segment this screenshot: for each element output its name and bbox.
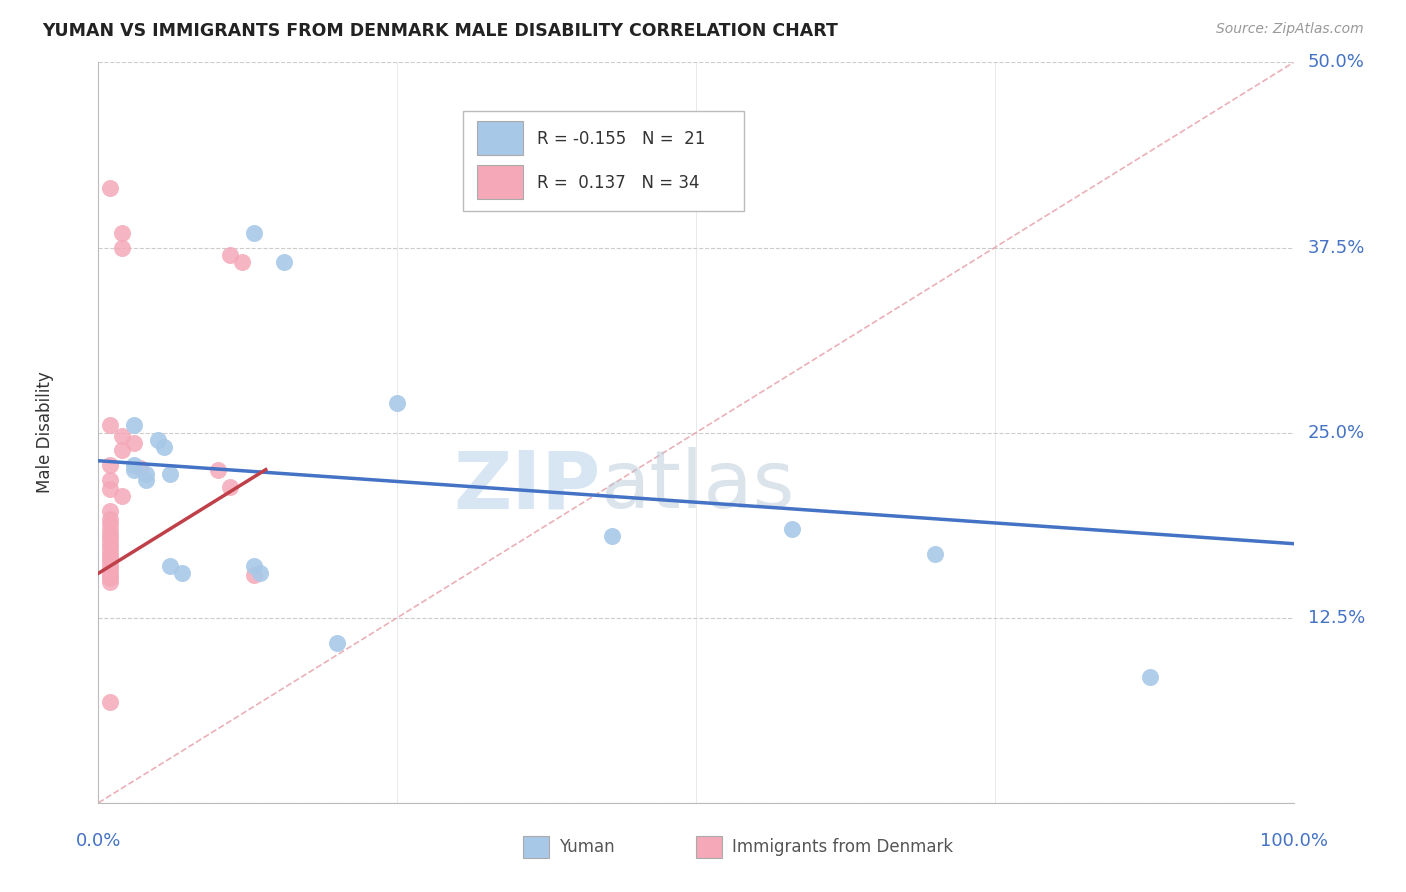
Text: 100.0%: 100.0% xyxy=(1260,832,1327,850)
Point xyxy=(685,152,707,166)
Point xyxy=(98,528,122,542)
Point xyxy=(98,549,122,564)
Point xyxy=(124,436,146,450)
Point xyxy=(98,571,122,585)
Point xyxy=(98,575,122,590)
Text: 0.0%: 0.0% xyxy=(76,832,121,850)
Text: Yuman: Yuman xyxy=(558,838,614,856)
Point xyxy=(98,533,122,547)
Point xyxy=(98,181,122,195)
Point xyxy=(98,695,122,709)
Point xyxy=(273,255,295,269)
Point xyxy=(111,226,134,240)
Point xyxy=(924,547,946,561)
Point xyxy=(111,240,134,255)
Point xyxy=(135,473,157,487)
Point xyxy=(602,529,624,543)
FancyBboxPatch shape xyxy=(696,836,723,858)
Point xyxy=(98,567,122,582)
Point xyxy=(111,489,134,503)
Point xyxy=(249,566,271,581)
FancyBboxPatch shape xyxy=(477,120,523,155)
Point xyxy=(135,467,157,481)
Point xyxy=(780,522,803,536)
Point xyxy=(98,482,122,496)
Point xyxy=(98,418,122,433)
Point xyxy=(207,462,229,476)
Text: Source: ZipAtlas.com: Source: ZipAtlas.com xyxy=(1216,22,1364,37)
Text: YUMAN VS IMMIGRANTS FROM DENMARK MALE DISABILITY CORRELATION CHART: YUMAN VS IMMIGRANTS FROM DENMARK MALE DI… xyxy=(42,22,838,40)
Point xyxy=(98,517,122,532)
Point xyxy=(98,511,122,525)
Point xyxy=(98,524,122,538)
Point xyxy=(98,563,122,577)
FancyBboxPatch shape xyxy=(463,111,744,211)
Text: 12.5%: 12.5% xyxy=(1308,608,1365,627)
Point xyxy=(98,541,122,555)
Point xyxy=(243,558,266,573)
Point xyxy=(159,467,181,481)
Text: Male Disability: Male Disability xyxy=(35,372,53,493)
Point xyxy=(219,248,242,262)
Point xyxy=(172,566,194,581)
Point xyxy=(326,636,349,650)
Point xyxy=(98,558,122,573)
Point xyxy=(129,461,152,475)
Point xyxy=(124,462,146,476)
Point xyxy=(98,536,122,550)
Point xyxy=(219,480,242,494)
Point xyxy=(98,458,122,473)
Point xyxy=(231,255,253,269)
Text: atlas: atlas xyxy=(600,448,794,525)
Point xyxy=(153,441,176,455)
Point xyxy=(98,504,122,518)
Text: 37.5%: 37.5% xyxy=(1308,238,1365,257)
Point xyxy=(111,443,134,458)
Point xyxy=(124,458,146,473)
Point xyxy=(243,567,266,582)
Text: 25.0%: 25.0% xyxy=(1308,424,1365,442)
Text: 50.0%: 50.0% xyxy=(1308,54,1365,71)
Point xyxy=(1139,670,1161,684)
Text: Immigrants from Denmark: Immigrants from Denmark xyxy=(733,838,953,856)
Point xyxy=(98,554,122,568)
Point xyxy=(98,473,122,487)
Point xyxy=(124,418,146,433)
Point xyxy=(385,396,409,410)
Point xyxy=(148,433,170,447)
Text: ZIP: ZIP xyxy=(453,448,600,525)
Text: R = -0.155   N =  21: R = -0.155 N = 21 xyxy=(537,129,706,147)
FancyBboxPatch shape xyxy=(477,165,523,199)
FancyBboxPatch shape xyxy=(523,836,548,858)
Point xyxy=(159,558,181,573)
Text: R =  0.137   N = 34: R = 0.137 N = 34 xyxy=(537,174,700,192)
Point xyxy=(243,226,266,240)
Point xyxy=(98,545,122,559)
Point xyxy=(111,428,134,442)
